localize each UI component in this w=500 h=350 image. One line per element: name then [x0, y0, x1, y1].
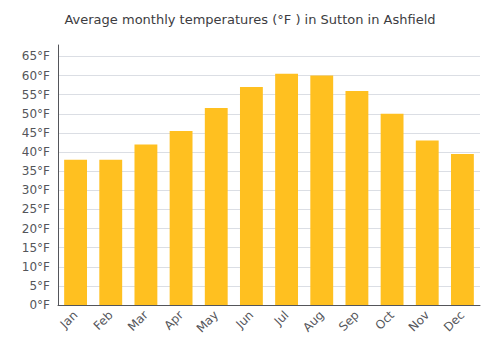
svg-text:Aug: Aug — [300, 308, 326, 334]
svg-text:Dec: Dec — [441, 308, 467, 334]
svg-text:15°F: 15°F — [22, 241, 50, 255]
svg-text:25°F: 25°F — [22, 202, 50, 216]
svg-text:Mar: Mar — [125, 308, 151, 334]
svg-text:50°F: 50°F — [22, 107, 50, 121]
svg-text:60°F: 60°F — [22, 69, 50, 83]
svg-text:40°F: 40°F — [22, 145, 50, 159]
svg-text:Nov: Nov — [406, 308, 432, 334]
svg-text:65°F: 65°F — [22, 49, 50, 63]
svg-text:45°F: 45°F — [22, 126, 50, 140]
svg-text:Feb: Feb — [91, 308, 116, 333]
svg-text:Oct: Oct — [372, 308, 397, 333]
svg-text:5°F: 5°F — [29, 279, 50, 293]
svg-text:0°F: 0°F — [29, 298, 50, 312]
svg-text:30°F: 30°F — [22, 183, 50, 197]
svg-text:10°F: 10°F — [22, 260, 50, 274]
svg-text:Sep: Sep — [336, 308, 362, 334]
svg-text:35°F: 35°F — [22, 164, 50, 178]
svg-text:Apr: Apr — [161, 308, 186, 333]
svg-text:20°F: 20°F — [22, 222, 50, 236]
svg-text:Jun: Jun — [233, 308, 257, 332]
svg-text:Jan: Jan — [57, 308, 81, 332]
svg-text:May: May — [194, 308, 221, 335]
svg-text:Average monthly temperatures (: Average monthly temperatures (°F ) in Su… — [64, 12, 435, 27]
svg-text:Jul: Jul — [271, 308, 292, 329]
svg-text:55°F: 55°F — [22, 88, 50, 102]
